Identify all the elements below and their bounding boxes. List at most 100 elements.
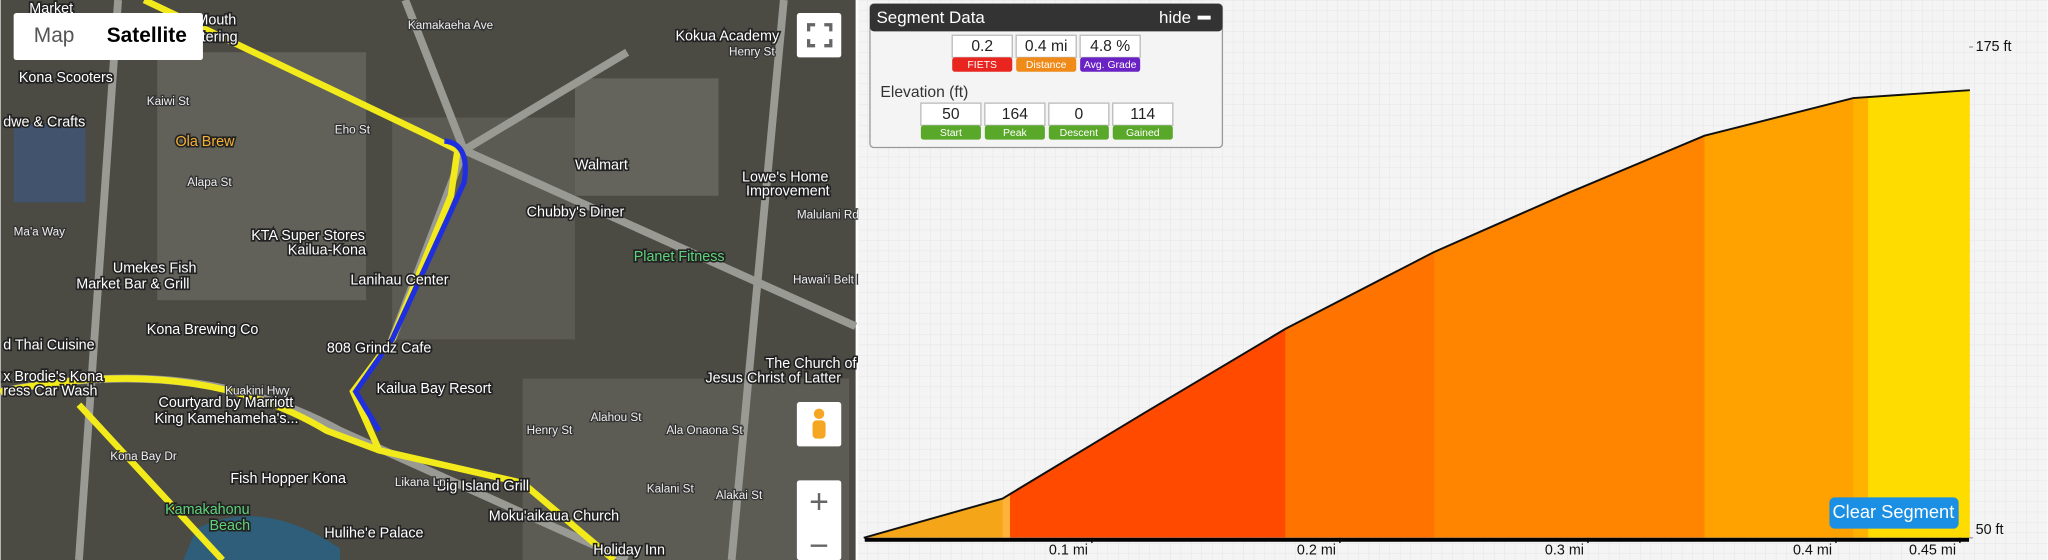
clear-segment-button[interactable]	[1829, 497, 1959, 529]
x-tick-label: 0.4 mi	[1793, 543, 1832, 559]
blocks	[392, 117, 575, 340]
map-label: Walmart	[575, 158, 628, 174]
map-label: Holiday Inn	[593, 543, 665, 559]
map-label: Kuakini Hwy	[225, 385, 290, 398]
blocks	[157, 52, 367, 301]
pegman-icon	[813, 408, 825, 420]
map-label: Kailua Bay Resort	[377, 381, 492, 397]
map-label: Malulani Rd	[797, 208, 859, 221]
map-label: d Thai Cuisine	[3, 338, 94, 354]
map-label: Kona Scooters	[19, 70, 113, 86]
map-label: Hulihe'e Palace	[324, 526, 423, 542]
stat-value: 0.2	[971, 38, 993, 55]
fullscreen-button[interactable]	[796, 13, 842, 58]
zoom-control	[796, 480, 842, 560]
map-label: Eho St	[335, 124, 371, 137]
zoom-out[interactable]: −	[809, 527, 829, 560]
stat-tag	[1112, 125, 1173, 140]
stat-tag	[984, 125, 1045, 140]
segment-data-panel: Segment Data hide Elevation (ft) 0.2 FIET…	[869, 3, 1224, 149]
y-tick-label: 175 ft	[1976, 39, 2012, 55]
stat-label: Peak	[1003, 128, 1028, 139]
map-label: Kamakahonu	[165, 502, 250, 518]
stat-tag	[1080, 57, 1141, 72]
map-label: Big Island Grill	[437, 479, 529, 495]
zoom-in[interactable]: +	[809, 483, 829, 521]
map-label: Kaiwi St	[147, 95, 190, 108]
stat-value: 0.4 mi	[1025, 38, 1068, 55]
map-label: Lowe's Home	[742, 169, 828, 185]
map-label: Kona Brewing Co	[147, 322, 259, 338]
panel-title: Segment Data	[876, 8, 985, 27]
map-label: Improvement	[746, 184, 830, 200]
map-label: Ma'a Way	[14, 225, 65, 238]
stat-label: Start	[940, 128, 962, 139]
pegman-icon	[812, 420, 826, 439]
map-label: Alakai St	[716, 489, 763, 502]
stat-value: 0	[1074, 106, 1083, 123]
map-label: Kokua Academy	[675, 28, 779, 44]
stats: 0.2 FIETS 0.4 mi Distance 4.8 % Avg. Grade 50 S…	[920, 34, 1174, 140]
map-label: 808 Grindz Cafe	[327, 340, 431, 356]
map-label: Likana Ln	[395, 476, 446, 489]
stat-label: FIETS	[967, 60, 997, 71]
walmart-lot	[574, 78, 719, 196]
map-label: Alapa St	[187, 176, 232, 189]
map-label: Planet Fitness	[634, 249, 725, 265]
map-label: dwe & Crafts	[3, 115, 85, 131]
stat-value: 4.8 %	[1090, 38, 1130, 55]
stat-value: 114	[1130, 106, 1155, 123]
stat-value: 164	[1002, 106, 1028, 123]
fullscreen-icon	[806, 23, 833, 48]
map-label: Ala Onaona St	[666, 424, 743, 437]
map-label: Kalani St	[647, 483, 695, 496]
panel-header	[869, 3, 1223, 32]
map-label: Jesus Christ of Latter	[705, 370, 841, 386]
stat-tag	[952, 57, 1013, 72]
map-type-control	[13, 13, 203, 61]
x-tick-label: 0.1 mi	[1049, 543, 1088, 559]
hide-button[interactable]: hide	[1159, 8, 1191, 27]
bay	[183, 516, 340, 560]
x-tick-label: 0.3 mi	[1545, 543, 1584, 559]
map-label: Market Bar & Grill	[76, 276, 189, 292]
map-label: Chubby's Diner	[527, 205, 625, 221]
map-label: Ola Brew	[176, 134, 236, 150]
stat-tag	[1048, 125, 1109, 140]
map-label: Lanihau Center	[350, 272, 448, 288]
y-tick-label: 50 ft	[1976, 522, 2004, 538]
map-label: King Kamehameha's...	[155, 411, 299, 427]
grade-band	[1704, 90, 1854, 538]
map-button[interactable]: Map	[34, 24, 75, 47]
map-label: x Brodie's Kona	[3, 369, 103, 385]
stat-tag	[1016, 57, 1077, 72]
grade-band	[1868, 90, 1970, 538]
map-label: Umekes Fish	[113, 261, 197, 277]
satellite-button[interactable]: Satellite	[107, 24, 187, 47]
elevation-title: Elevation (ft)	[880, 84, 968, 101]
stat-label: Distance	[1026, 60, 1067, 71]
x-tick-label: 0.2 mi	[1297, 543, 1336, 559]
map-label: KTA Super Stores	[251, 228, 365, 244]
stat-label: Avg. Grade	[1084, 60, 1137, 71]
hide-icon	[1197, 15, 1211, 20]
map-label: The Church of	[766, 356, 857, 372]
map-label: Alahou St	[591, 411, 643, 424]
map-label: Courtyard by Marriott	[159, 395, 294, 411]
stat-tag	[920, 125, 981, 140]
map-label: Fish Hopper Kona	[230, 471, 346, 487]
map-label: ress Car Wash	[3, 383, 97, 399]
map-label: Hawai'i Belt Rd	[793, 274, 872, 287]
map-label: Beach	[209, 518, 250, 534]
map-label: Henry St	[527, 424, 573, 437]
selected-segment	[352, 138, 468, 433]
elevation-line	[863, 89, 1970, 539]
stat-value: 50	[942, 106, 960, 123]
roof	[13, 124, 86, 203]
stat-label: Gained	[1126, 128, 1160, 139]
clear-segment-label: Clear Segment	[1832, 501, 1954, 522]
